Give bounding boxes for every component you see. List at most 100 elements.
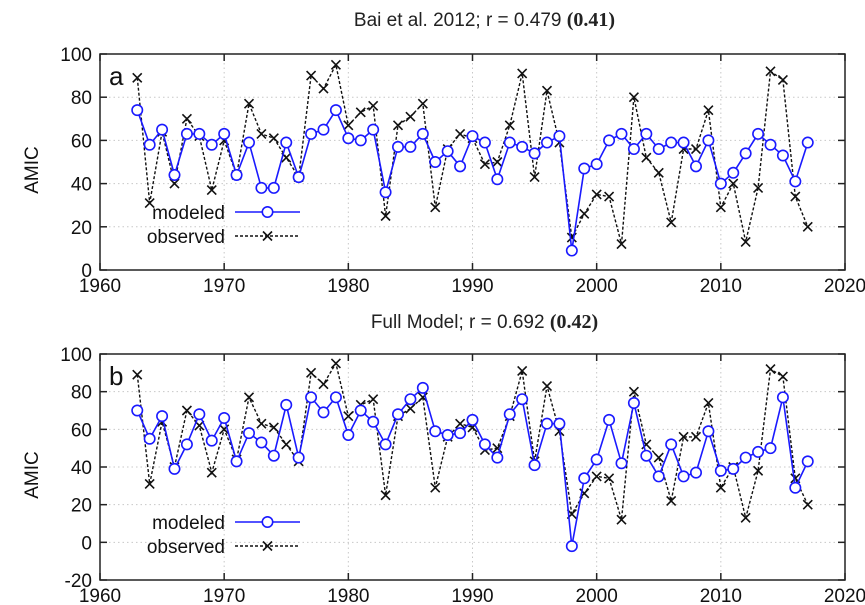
x-tick-label: 2010 — [700, 276, 742, 297]
y-tick-label: 100 — [60, 45, 92, 66]
data-point-modeled — [230, 168, 243, 181]
data-point-observed — [380, 490, 391, 501]
data-point-observed — [405, 403, 416, 414]
x-tick-label: 1970 — [203, 276, 245, 297]
data-point-modeled — [404, 393, 417, 406]
data-point-observed — [678, 431, 689, 442]
data-point-observed — [417, 98, 428, 109]
data-point-modeled — [416, 127, 429, 140]
data-point-observed — [753, 465, 764, 476]
data-point-modeled — [801, 136, 814, 149]
data-point-modeled — [280, 398, 293, 411]
data-point-modeled — [627, 396, 640, 409]
data-point-observed — [330, 59, 341, 70]
y-tick-label: 0 — [81, 533, 92, 554]
data-point-observed — [529, 172, 540, 183]
data-point-modeled — [292, 171, 305, 184]
data-point-modeled — [218, 127, 231, 140]
data-point-observed — [318, 83, 329, 94]
data-point-observed — [430, 202, 441, 213]
data-point-modeled — [168, 462, 181, 475]
data-point-observed — [256, 128, 267, 139]
data-point-observed — [355, 107, 366, 118]
data-point-observed — [777, 371, 788, 382]
data-point-observed — [281, 439, 292, 450]
data-point-observed — [455, 128, 466, 139]
data-point-modeled — [789, 175, 802, 188]
data-point-observed — [579, 208, 590, 219]
data-point-modeled — [205, 138, 218, 151]
data-point-modeled — [739, 147, 752, 160]
data-point-modeled — [491, 173, 504, 186]
data-point-modeled — [255, 181, 268, 194]
data-point-observed — [653, 452, 664, 463]
data-point-modeled — [342, 132, 355, 145]
panel-letter: a — [109, 61, 124, 91]
chart-title-bold: (0.42) — [550, 311, 598, 333]
data-point-modeled — [429, 425, 442, 438]
data-point-observed — [380, 210, 391, 222]
data-point-observed — [343, 411, 354, 422]
data-point-modeled — [143, 432, 156, 445]
data-point-observed — [144, 478, 155, 490]
data-point-modeled — [267, 449, 280, 462]
data-point-modeled — [367, 123, 380, 136]
data-point-modeled — [752, 127, 765, 140]
data-point-observed — [728, 178, 739, 189]
data-point-modeled — [255, 436, 268, 449]
data-point-modeled — [156, 410, 169, 423]
data-point-modeled — [243, 136, 256, 149]
data-point-observed — [802, 221, 813, 232]
data-point-modeled — [615, 127, 628, 140]
data-point-modeled — [280, 136, 293, 149]
data-point-modeled — [603, 134, 616, 147]
data-point-modeled — [243, 427, 256, 440]
data-point-observed — [604, 473, 615, 484]
data-point-modeled — [180, 127, 193, 140]
data-point-modeled — [665, 136, 678, 149]
data-point-modeled — [665, 438, 678, 451]
x-tick-label: 1980 — [327, 276, 369, 297]
panel-b: Full Model; r = 0.692 (0.42) -20 0 20 40 60 80… — [22, 311, 865, 605]
data-point-observed — [715, 482, 726, 493]
y-tick-label: 40 — [71, 175, 92, 196]
data-point-modeled — [218, 412, 231, 425]
chart-title: Full Model; r = 0.692 (0.42) — [371, 311, 598, 333]
data-point-observed — [206, 185, 217, 196]
data-point-modeled — [156, 123, 169, 136]
data-point-modeled — [789, 481, 802, 494]
data-point-modeled — [404, 140, 417, 153]
y-tick-label: 60 — [71, 131, 92, 152]
x-tick-label: 2020 — [824, 586, 865, 605]
data-point-observed — [132, 72, 143, 83]
data-point-modeled — [180, 438, 193, 451]
data-point-observed — [591, 189, 602, 200]
legend-marker-modeled — [261, 515, 274, 528]
data-point-modeled — [764, 138, 777, 151]
data-point-observed — [790, 191, 801, 202]
data-point-modeled — [640, 449, 653, 462]
data-point-modeled — [565, 244, 578, 257]
data-point-modeled — [454, 427, 467, 440]
data-point-modeled — [677, 470, 690, 483]
data-point-modeled — [391, 408, 404, 421]
legend-marker-observed — [262, 540, 273, 552]
data-point-observed — [541, 85, 553, 96]
data-point-modeled — [516, 393, 529, 406]
data-point-observed — [243, 392, 255, 403]
data-point-modeled — [652, 470, 665, 483]
data-point-modeled — [540, 136, 553, 149]
data-point-observed — [517, 68, 528, 79]
data-point-observed — [517, 365, 528, 377]
x-tick-label: 2020 — [824, 276, 865, 297]
data-point-modeled — [714, 177, 727, 190]
data-point-modeled — [540, 417, 553, 430]
data-point-observed — [628, 386, 639, 397]
y-tick-label: -20 — [65, 571, 92, 592]
y-tick-label: 20 — [71, 218, 92, 239]
y-tick-label: 100 — [60, 345, 92, 366]
data-point-modeled — [466, 130, 479, 143]
y-axis-label: AMIC — [22, 451, 43, 499]
data-point-modeled — [143, 138, 156, 151]
